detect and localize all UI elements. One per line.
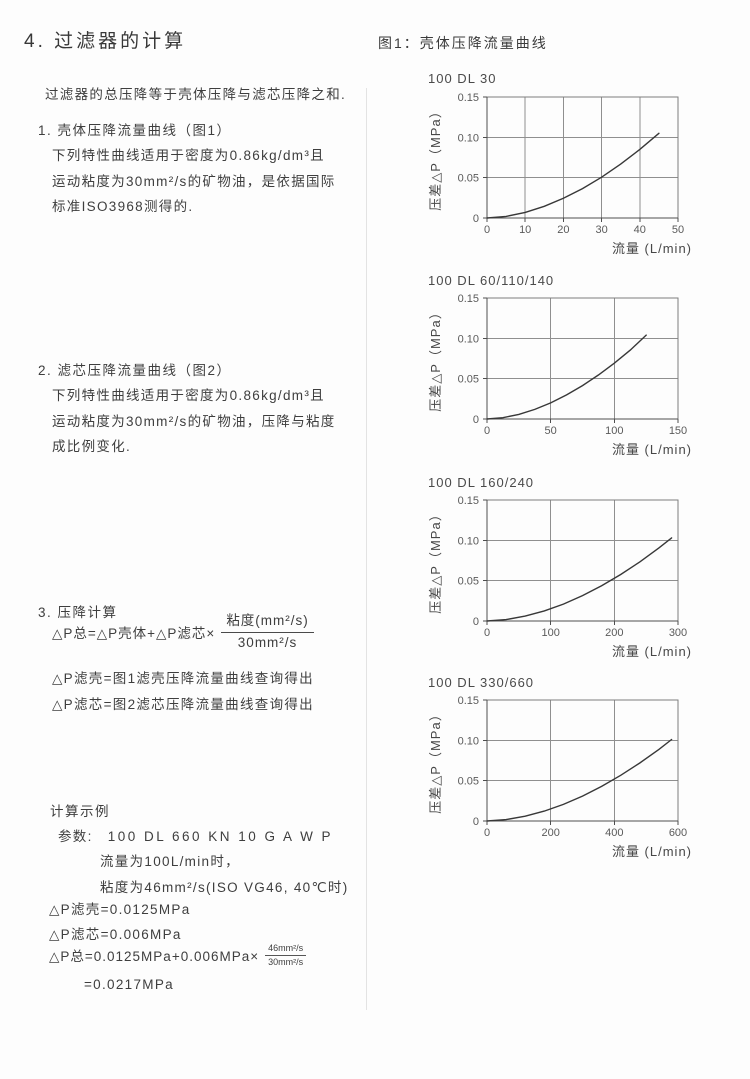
- condition-line: 粘度为46mm²/s(ISO VG46, 40℃时): [100, 879, 349, 895]
- formula-note: △P滤芯=图2滤芯压降流量曲线查询得出: [52, 697, 314, 712]
- column-divider: [366, 88, 367, 1010]
- formula-notes: △P滤壳=图1滤壳压降流量曲线查询得出 △P滤芯=图2滤芯压降流量曲线查询得出: [52, 666, 314, 718]
- x-tick-label: 200: [605, 627, 623, 639]
- pressure-drop-curve: [486, 537, 673, 622]
- section-3-heading: 3. 压降计算: [38, 605, 118, 620]
- x-axis-title: 流量 (L/min): [612, 442, 692, 457]
- x-axis-title: 流量 (L/min): [612, 844, 692, 859]
- y-axis-title: 压差△P（MPa）: [428, 707, 443, 813]
- y-tick-label: 0.15: [458, 92, 479, 104]
- pressure-drop-curve: [486, 738, 673, 822]
- fraction-denominator: 30mm²/s: [237, 634, 298, 650]
- y-axis-title: 压差△P（MPa）: [428, 305, 443, 411]
- formula-lhs: △P总=△P壳体+△P滤芯×: [52, 626, 216, 642]
- x-tick-label: 400: [605, 827, 623, 839]
- chart-2-name: 100 DL 60/110/140: [428, 273, 555, 288]
- x-tick-label: 300: [669, 627, 687, 639]
- pressure-flow-chart-100dl160-240: 0 100 200 300 0 0.05 0.10 0.15 压差△P（MPa） 流量 (L/mi…: [428, 495, 692, 659]
- total-lhs: △P总=0.0125MPa+0.006MPa×: [49, 949, 260, 965]
- example-total-formula: △P总=0.0125MPa+0.006MPa× 46mm²/s 30mm²/s: [49, 943, 307, 968]
- total-fraction: 46mm²/s 30mm²/s: [265, 943, 307, 968]
- section-2-body: 下列特性曲线适用于密度为0.86kg/dm³且 运动粘度为30mm²/s的矿物油…: [52, 383, 336, 460]
- section-1-line: 运动粘度为30mm²/s的矿物油，是依据国际: [52, 173, 336, 189]
- condition-line: 流量为100L/min时，: [100, 854, 240, 869]
- example-conditions: 流量为100L/min时， 粘度为46mm²/s(ISO VG46, 40℃时): [100, 849, 349, 900]
- y-tick-label: 0.15: [458, 293, 479, 305]
- section-1-line: 标准ISO3968测得的.: [52, 199, 194, 214]
- x-axis-title: 流量 (L/min): [612, 241, 692, 256]
- example-results: △P滤壳=0.0125MPa △P滤芯=0.006MPa: [49, 898, 191, 947]
- x-tick-label: 0: [484, 425, 490, 437]
- example-parameters: 参数: 100 DL 660 KN 10 G A W P: [58, 824, 333, 850]
- x-tick-label: 50: [545, 425, 557, 437]
- page-title: 4. 过滤器的计算: [24, 31, 187, 52]
- section-1-heading: 1. 壳体压降流量曲线（图1）: [38, 123, 232, 138]
- x-tick-label: 0: [484, 224, 490, 236]
- pressure-drop-curve: [486, 334, 647, 420]
- chart-1-name: 100 DL 30: [428, 71, 497, 86]
- total-fraction-denominator: 30mm²/s: [268, 956, 304, 967]
- section-1-body: 下列特性曲线适用于密度为0.86kg/dm³且 运动粘度为30mm²/s的矿物油…: [52, 143, 336, 220]
- section-2-line: 成比例变化.: [52, 439, 132, 454]
- total-fraction-numerator: 46mm²/s: [265, 943, 307, 956]
- plot-frame: [486, 499, 679, 622]
- y-tick-label: 0.10: [458, 735, 479, 747]
- figure-title: 图1：壳体压降流量曲线: [378, 35, 548, 51]
- x-tick-label: 40: [634, 224, 646, 236]
- x-tick-label: 100: [541, 627, 559, 639]
- x-tick-label: 600: [669, 827, 687, 839]
- y-axis-title: 压差△P（MPa）: [428, 507, 443, 613]
- x-tick-label: 0: [484, 627, 490, 639]
- y-tick-label: 0.05: [458, 776, 479, 788]
- section-2-heading: 2. 滤芯压降流量曲线（图2）: [38, 363, 232, 378]
- y-tick-label: 0: [473, 213, 479, 225]
- x-tick-label: 0: [484, 827, 490, 839]
- y-tick-label: 0.05: [458, 576, 479, 588]
- pressure-flow-chart-100dl60-110-140: 0 50 100 150 0 0.05 0.10 0.15 压差△P（MPa） 流量 (L/min…: [428, 293, 692, 457]
- plot-frame: [486, 96, 679, 219]
- formula-note: △P滤壳=图1滤壳压降流量曲线查询得出: [52, 671, 314, 686]
- x-tick-label: 20: [557, 224, 569, 236]
- y-tick-label: 0.05: [458, 374, 479, 386]
- x-tick-label: 50: [672, 224, 684, 236]
- result-line: △P滤芯=0.006MPa: [49, 926, 182, 942]
- x-tick-label: 200: [541, 827, 559, 839]
- y-tick-label: 0: [473, 816, 479, 828]
- x-tick-label: 10: [519, 224, 531, 236]
- section-2-line: 下列特性曲线适用于密度为0.86kg/dm³且: [52, 388, 325, 403]
- pressure-drop-formula: △P总=△P壳体+△P滤芯× 粘度(mm²/s) 30mm²/s: [52, 613, 314, 652]
- y-tick-label: 0.15: [458, 495, 479, 507]
- formula-fraction: 粘度(mm²/s) 30mm²/s: [221, 613, 314, 652]
- param-value: 100 DL 660 KN 10 G A W P: [107, 829, 334, 844]
- y-tick-label: 0: [473, 616, 479, 628]
- fraction-numerator: 粘度(mm²/s): [221, 613, 314, 633]
- chart-4-name: 100 DL 330/660: [428, 675, 535, 690]
- x-tick-label: 150: [669, 425, 687, 437]
- plot-frame: [486, 699, 679, 822]
- y-tick-label: 0: [473, 414, 479, 426]
- pressure-flow-chart-100dl330-660: 0 200 400 600 0 0.05 0.10 0.15 压差△P（MPa） 流量 (L/mi…: [428, 695, 692, 859]
- y-axis-title: 压差△P（MPa）: [428, 104, 443, 210]
- y-tick-label: 0.15: [458, 695, 479, 707]
- section-1-line: 下列特性曲线适用于密度为0.86kg/dm³且: [52, 148, 325, 163]
- y-tick-label: 0.05: [458, 173, 479, 185]
- pressure-flow-chart-100dl30: 0 10 20 30 40 50 0 0.05 0.10 0.15 压差△P（MPa） 流量 (L/m…: [428, 92, 692, 256]
- example-total-result: =0.0217MPa: [84, 977, 174, 992]
- chart-3-name: 100 DL 160/240: [428, 475, 535, 490]
- intro-text: 过滤器的总压降等于壳体压降与滤芯压降之和.: [45, 87, 347, 102]
- pressure-drop-curve: [486, 132, 660, 219]
- x-axis-title: 流量 (L/min): [612, 644, 692, 659]
- result-line: △P滤壳=0.0125MPa: [49, 902, 191, 917]
- x-tick-label: 100: [605, 425, 623, 437]
- plot-frame: [486, 297, 679, 420]
- example-title: 计算示例: [50, 804, 110, 819]
- param-label: 参数:: [58, 829, 93, 844]
- section-2-line: 运动粘度为30mm²/s的矿物油，压降与粘度: [52, 413, 336, 429]
- y-tick-label: 0.10: [458, 333, 479, 345]
- y-tick-label: 0.10: [458, 535, 479, 547]
- x-tick-label: 30: [595, 224, 607, 236]
- y-tick-label: 0.10: [458, 132, 479, 144]
